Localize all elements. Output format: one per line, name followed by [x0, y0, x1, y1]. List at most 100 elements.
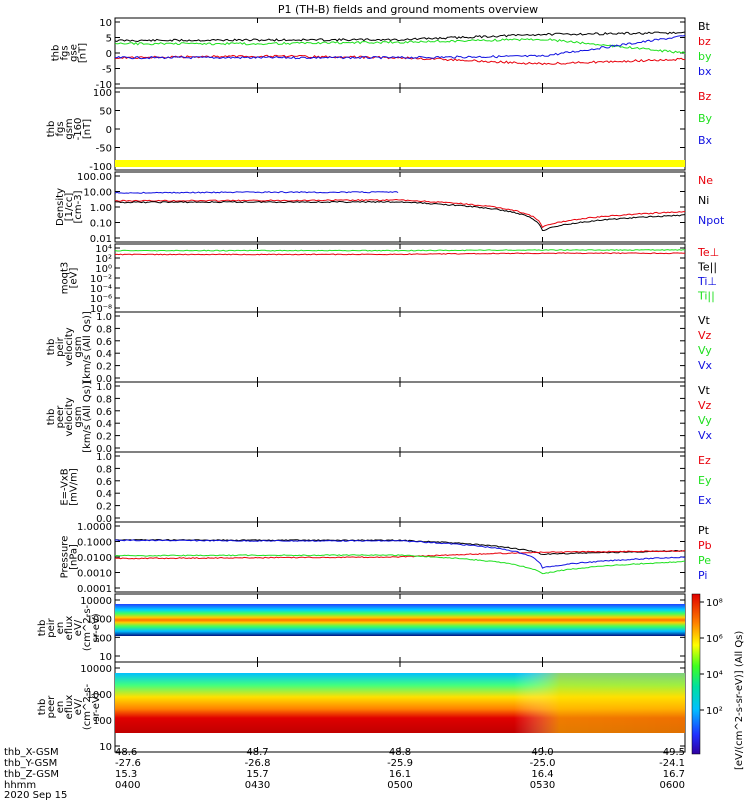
y-axis-label: gsm [73, 406, 84, 427]
y-tick-label: 50 [99, 107, 112, 118]
y-tick-label: 0.6 [96, 407, 112, 418]
panel-efield: 1.00.8 0.60.4 0.20.0 E=-VxB[mV/m] Ez Ey Ex [60, 451, 712, 525]
y-axis-label: (cm^2-s- [82, 683, 93, 730]
y-tick-label: 0.2 [96, 362, 112, 373]
y-axis-label: thb [46, 339, 57, 356]
series-line-Pe [114, 554, 686, 575]
y-axis-label: (cm^2-s- [82, 604, 93, 651]
x-tick-value-z: 15.3 [115, 769, 137, 780]
series-2 [114, 191, 686, 232]
legend-item: Vz [698, 399, 712, 412]
x-tick-value-x: 48.8 [389, 747, 411, 758]
y-axis-label: sr-eV) [91, 692, 102, 721]
y-axis-label: velocity [64, 397, 75, 436]
panels: 1050-5-10thbfgsgse[nT]Btbzbybx100500-50-… [37, 17, 725, 753]
x-tick-value-z: 16.1 [389, 769, 411, 780]
x-tick-value-y: -24.1 [659, 758, 685, 769]
legend-item: Pe [698, 554, 711, 567]
y-tick-label: 10000 [80, 664, 112, 675]
colorbar-tick-label: 10⁸ [706, 598, 723, 609]
panel-frame [114, 17, 686, 89]
y-tick-label: 0.4 [96, 349, 112, 360]
legend-item: Te⊥ [697, 246, 719, 259]
y-tick-label: 10⁴ [95, 244, 112, 255]
y-axis-label: eV/ [73, 698, 84, 715]
y-tick-label: 10⁻² [90, 274, 112, 285]
legend-item: Npot [698, 214, 725, 227]
y-tick-label: 0.4 [96, 489, 112, 500]
series-line-Ti|| [114, 249, 685, 252]
x-tick-value-y: -27.6 [115, 758, 141, 769]
series-line-Pi [114, 539, 685, 569]
y-tick-label: 1000 [87, 690, 112, 701]
legend-item: Vy [698, 344, 712, 357]
legend-item: Vz [698, 329, 712, 342]
panel-frame [114, 381, 686, 453]
x-tick-value-x: 49.5 [663, 747, 685, 758]
y-axis-label: peer [55, 405, 66, 429]
y-tick-label: 0.0 [96, 514, 112, 525]
y-axis-label: Density [55, 188, 66, 226]
x-tick-value-t: 0500 [387, 780, 412, 791]
y-tick-label: 0.8 [96, 464, 112, 475]
y-axis-label: thb [37, 699, 48, 716]
x-row-label: thb_X-GSM [4, 747, 59, 758]
y-tick-label: 10⁰ [95, 264, 112, 275]
y-tick-label: 1000 [87, 615, 112, 626]
y-axis-label: sr-eV) [91, 613, 102, 642]
series-line-Ni [114, 200, 686, 232]
legend-item: Vt [698, 384, 711, 397]
x-tick-value-y: -26.8 [245, 758, 271, 769]
y-tick-label: 1.0 [96, 452, 112, 463]
colorbar-tick-label: 10² [706, 706, 723, 717]
y-axis-label: Pressure [60, 536, 71, 579]
y-axis-label: thb [51, 45, 62, 62]
y-tick-label: 10 [99, 652, 112, 663]
colorbar-tick-label: 10⁶ [706, 634, 723, 645]
legend-item: Ti⊥ [697, 275, 717, 288]
y-tick-label: 10 [99, 742, 112, 753]
y-tick-label: 0.0010 [77, 569, 112, 580]
panel-frame [114, 451, 686, 523]
x-tick-value-y: -25.9 [387, 758, 413, 769]
y-axis-label: eflux [64, 695, 75, 720]
legend-item: Vy [698, 414, 712, 427]
y-axis-label: gsm [64, 118, 75, 139]
y-axis-label: [eV] [69, 268, 80, 289]
y-tick-label: 1.00 [90, 203, 112, 214]
y-axis-label: thb [46, 121, 57, 138]
y-axis-label: -160 [73, 118, 84, 141]
y-tick-label: 10⁻⁴ [90, 284, 112, 295]
y-tick-label: 100 [93, 88, 112, 99]
y-tick-label: -50 [96, 144, 112, 155]
y-tick-label: 0.10 [90, 219, 112, 230]
colorbar-tick-label: 10⁴ [706, 670, 723, 681]
x-tick-value-x: 48.6 [115, 747, 137, 758]
y-tick-label: 0.8 [96, 324, 112, 335]
y-axis-label: [mV/m] [69, 468, 80, 506]
y-tick-label: 0.1000 [77, 538, 112, 549]
y-tick-label: 1.0 [96, 312, 112, 323]
legend-item: Vx [698, 359, 713, 372]
x-tick-value-t: 0600 [660, 780, 685, 791]
y-axis-label: [nT] [78, 43, 89, 63]
series-line-Te⊥ [114, 252, 686, 256]
y-axis-label: [nT] [82, 119, 93, 139]
colorbar-ticks: 10⁸ 10⁶ 10⁴ 10² [700, 598, 723, 717]
y-tick-label: 0.0100 [77, 553, 112, 564]
series-7 [114, 538, 686, 575]
legend-item: By [698, 112, 713, 125]
y-tick-label: -5 [102, 65, 112, 76]
x-tick-value-z: 15.7 [246, 769, 268, 780]
y-axis-label: velocity [64, 327, 75, 366]
legend-item: Ey [698, 474, 712, 487]
y-axis-label: peir [46, 617, 57, 637]
y-axis-label: en [55, 622, 66, 635]
ion-spectrogram [115, 604, 685, 636]
y-axis-label: [nPa] [69, 544, 80, 570]
x-row-label: thb_Z-GSM [4, 769, 59, 780]
x-tick-value-x: 48.7 [246, 747, 268, 758]
legend-item: Bt [698, 20, 711, 33]
